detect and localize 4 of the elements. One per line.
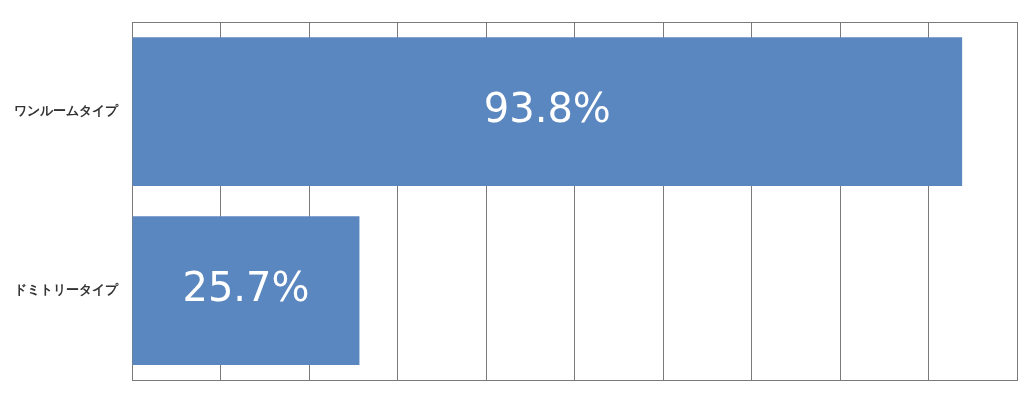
data-label: 25.7% xyxy=(182,264,310,311)
data-label: 93.8% xyxy=(483,84,611,131)
y-tick-label: ドミトリータイプ xyxy=(14,282,119,298)
y-tick-label: ワンルームタイプ xyxy=(14,102,119,118)
